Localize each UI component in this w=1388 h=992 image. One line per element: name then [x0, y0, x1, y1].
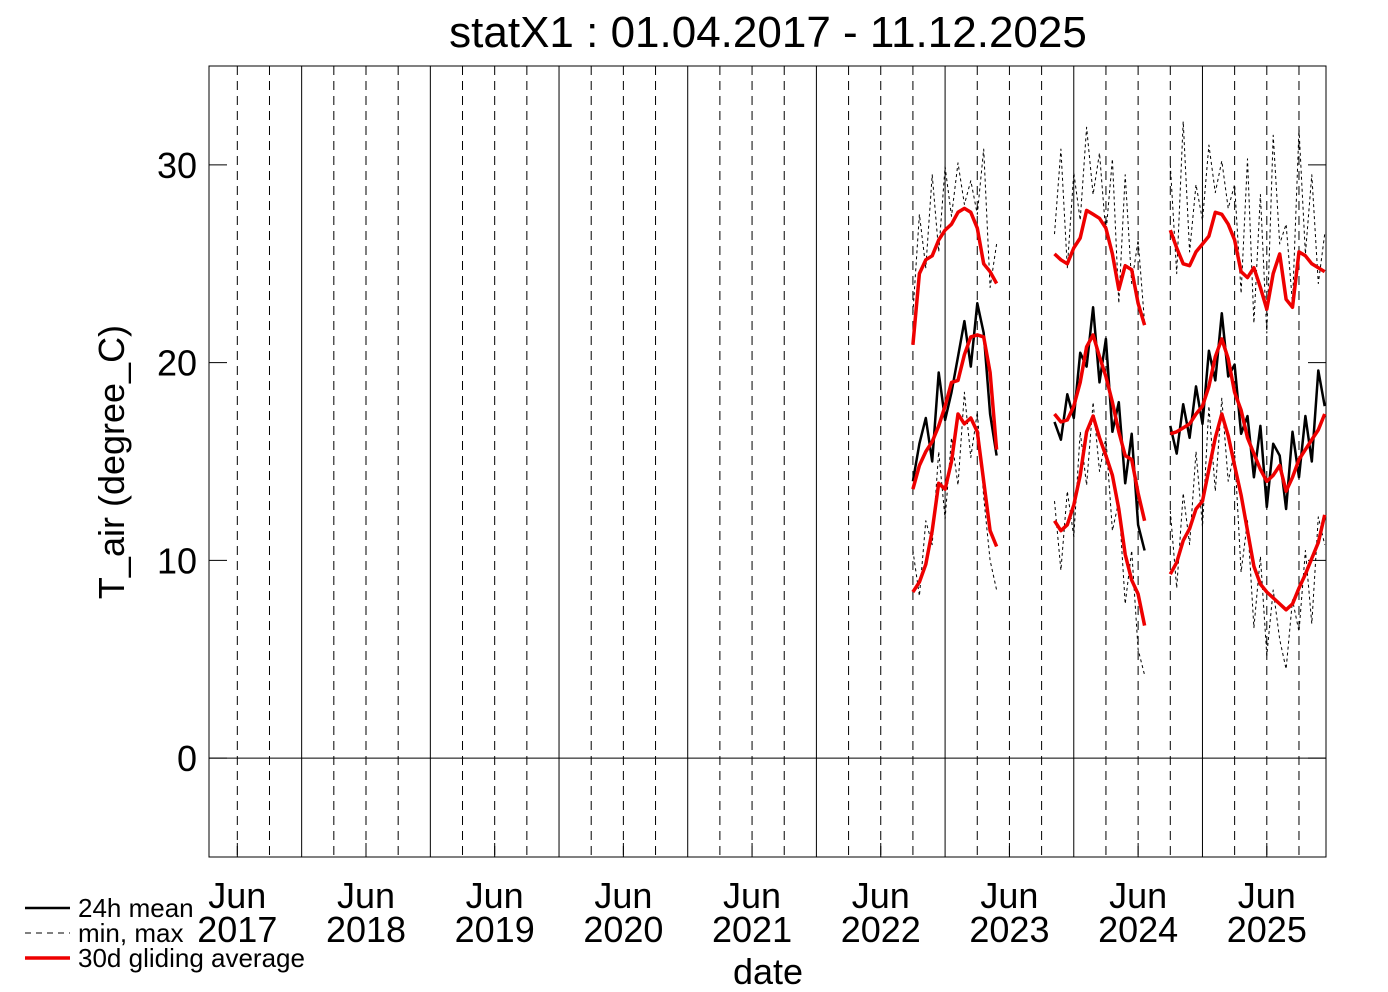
series-line	[912, 148, 998, 314]
series-line	[1169, 311, 1326, 511]
y-tick-label: 20	[157, 343, 197, 384]
chart-title: statX1 : 01.04.2017 - 11.12.2025	[449, 8, 1087, 57]
x-tick-label: Jun	[466, 875, 524, 916]
x-tick-label: Jun	[208, 875, 266, 916]
series-line	[911, 206, 999, 345]
x-tick-label: 2021	[712, 909, 792, 950]
series-line	[1053, 414, 1147, 626]
x-tick-label: Jun	[1109, 875, 1167, 916]
x-tick-label: Jun	[723, 875, 781, 916]
series-line	[911, 333, 999, 490]
series-line	[1054, 126, 1146, 324]
legend-label: min, max	[78, 918, 183, 948]
x-tick-label: 2018	[326, 909, 406, 950]
x-tick-label: Jun	[594, 875, 652, 916]
legend-label: 24h mean	[78, 893, 194, 923]
x-tick-label: 2020	[583, 909, 663, 950]
series-line	[1168, 412, 1327, 612]
y-tick-label: 0	[177, 738, 197, 779]
x-tick-label: 2024	[1098, 909, 1178, 950]
x-tick-label: Jun	[1238, 875, 1296, 916]
x-tick-label: Jun	[980, 875, 1038, 916]
y-axis-label: T_air (degree_C)	[91, 325, 132, 599]
series-line	[911, 412, 999, 593]
x-tick-label: 2022	[841, 909, 921, 950]
plot-frame	[208, 65, 1327, 858]
series-line	[1169, 337, 1327, 493]
x-tick-label: 2017	[197, 909, 277, 950]
x-tick-label: Jun	[852, 875, 910, 916]
series-line	[1168, 210, 1326, 311]
series-line	[1054, 401, 1146, 676]
legend-label: 30d gliding average	[78, 943, 305, 973]
y-tick-label: 10	[157, 540, 197, 581]
series-line	[911, 302, 998, 482]
x-tick-label: Jun	[337, 875, 395, 916]
x-tick-label: 2023	[969, 909, 1049, 950]
x-tick-label: 2025	[1227, 909, 1307, 950]
series-line	[1053, 208, 1147, 326]
series-line	[1169, 120, 1326, 334]
x-tick-label: 2019	[455, 909, 535, 950]
series-line	[1169, 397, 1326, 670]
series-line	[1053, 333, 1147, 522]
x-axis-label: date	[733, 951, 803, 992]
y-tick-label: 30	[157, 145, 197, 186]
series-line	[1053, 306, 1146, 551]
